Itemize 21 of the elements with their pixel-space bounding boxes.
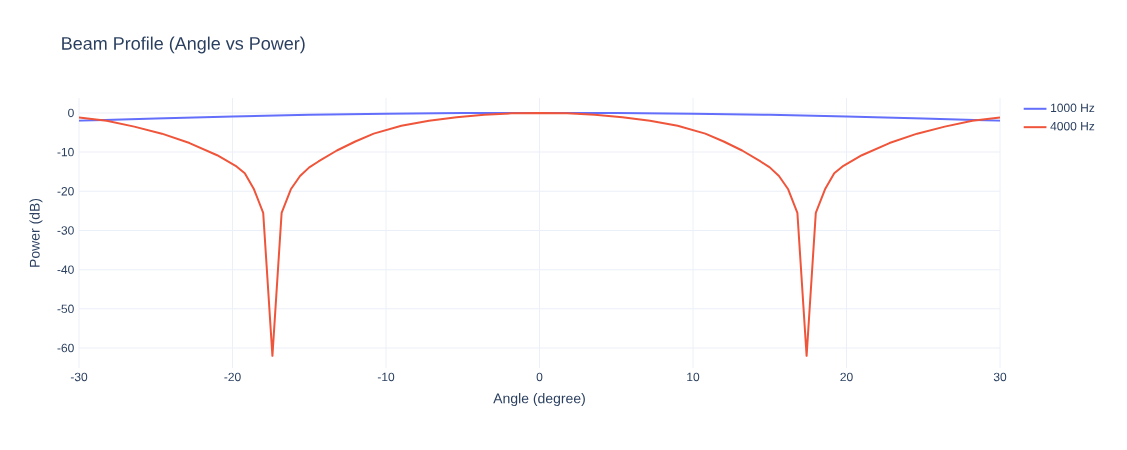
y-tick-label: -10: [57, 147, 74, 157]
legend-label: 4000 Hz: [1050, 121, 1095, 131]
y-tick-label: -40: [57, 265, 74, 274]
legend-label: 1000 Hz: [1051, 103, 1095, 113]
y-tick-label: -30: [57, 226, 74, 235]
x-axis-title: Angle (degree): [493, 393, 585, 407]
y-tick-label: -50: [57, 304, 74, 314]
y-tick-label: -60: [57, 343, 74, 353]
x-tick-label: 30: [993, 372, 1007, 382]
y-tick-label: -20: [57, 187, 74, 196]
line-series: [79, 111, 1001, 122]
x-tick-label: -20: [224, 372, 241, 382]
x-tick-label: 20: [840, 372, 853, 382]
x-tick-label: -10: [377, 372, 395, 382]
x-tick-label: -30: [70, 372, 88, 382]
chart-title: Beam Profile (Angle vs Power): [62, 36, 305, 54]
x-tick-label: 10: [687, 372, 700, 382]
x-tick-label: 0: [536, 372, 543, 382]
y-tick-label: 0: [68, 108, 74, 118]
y-axis-title: Power (dB): [29, 198, 43, 267]
line-series: [79, 111, 1001, 357]
